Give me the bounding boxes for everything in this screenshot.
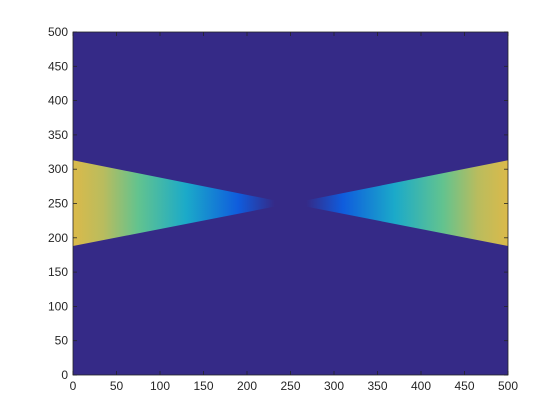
y-tick-label: 0 xyxy=(61,368,68,382)
x-tick-label: 200 xyxy=(237,379,257,393)
x-axis-ticks: 0 50 100 150 200 250 300 350 400 450 500 xyxy=(70,32,518,393)
y-tick-label: 100 xyxy=(48,299,68,313)
x-tick-label: 400 xyxy=(411,379,431,393)
y-tick-label: 500 xyxy=(48,25,68,39)
y-tick-label: 150 xyxy=(48,265,68,279)
x-tick-label: 500 xyxy=(498,379,518,393)
x-tick-label: 0 xyxy=(70,379,77,393)
x-tick-label: 100 xyxy=(150,379,170,393)
y-tick-label: 50 xyxy=(55,334,69,348)
x-tick-label: 150 xyxy=(193,379,213,393)
y-tick-label: 200 xyxy=(48,231,68,245)
x-tick-label: 250 xyxy=(280,379,300,393)
x-tick-label: 450 xyxy=(454,379,474,393)
x-tick-label: 350 xyxy=(367,379,387,393)
y-tick-label: 250 xyxy=(48,197,68,211)
y-tick-label: 450 xyxy=(48,59,68,73)
y-axis-ticks: 0 50 100 150 200 250 300 350 400 450 500 xyxy=(48,25,508,382)
y-tick-label: 300 xyxy=(48,162,68,176)
right-wedge-region xyxy=(290,160,508,247)
left-wedge-region xyxy=(73,160,291,247)
x-tick-label: 300 xyxy=(324,379,344,393)
x-tick-label: 50 xyxy=(110,379,124,393)
y-tick-label: 350 xyxy=(48,128,68,142)
y-tick-label: 400 xyxy=(48,94,68,108)
